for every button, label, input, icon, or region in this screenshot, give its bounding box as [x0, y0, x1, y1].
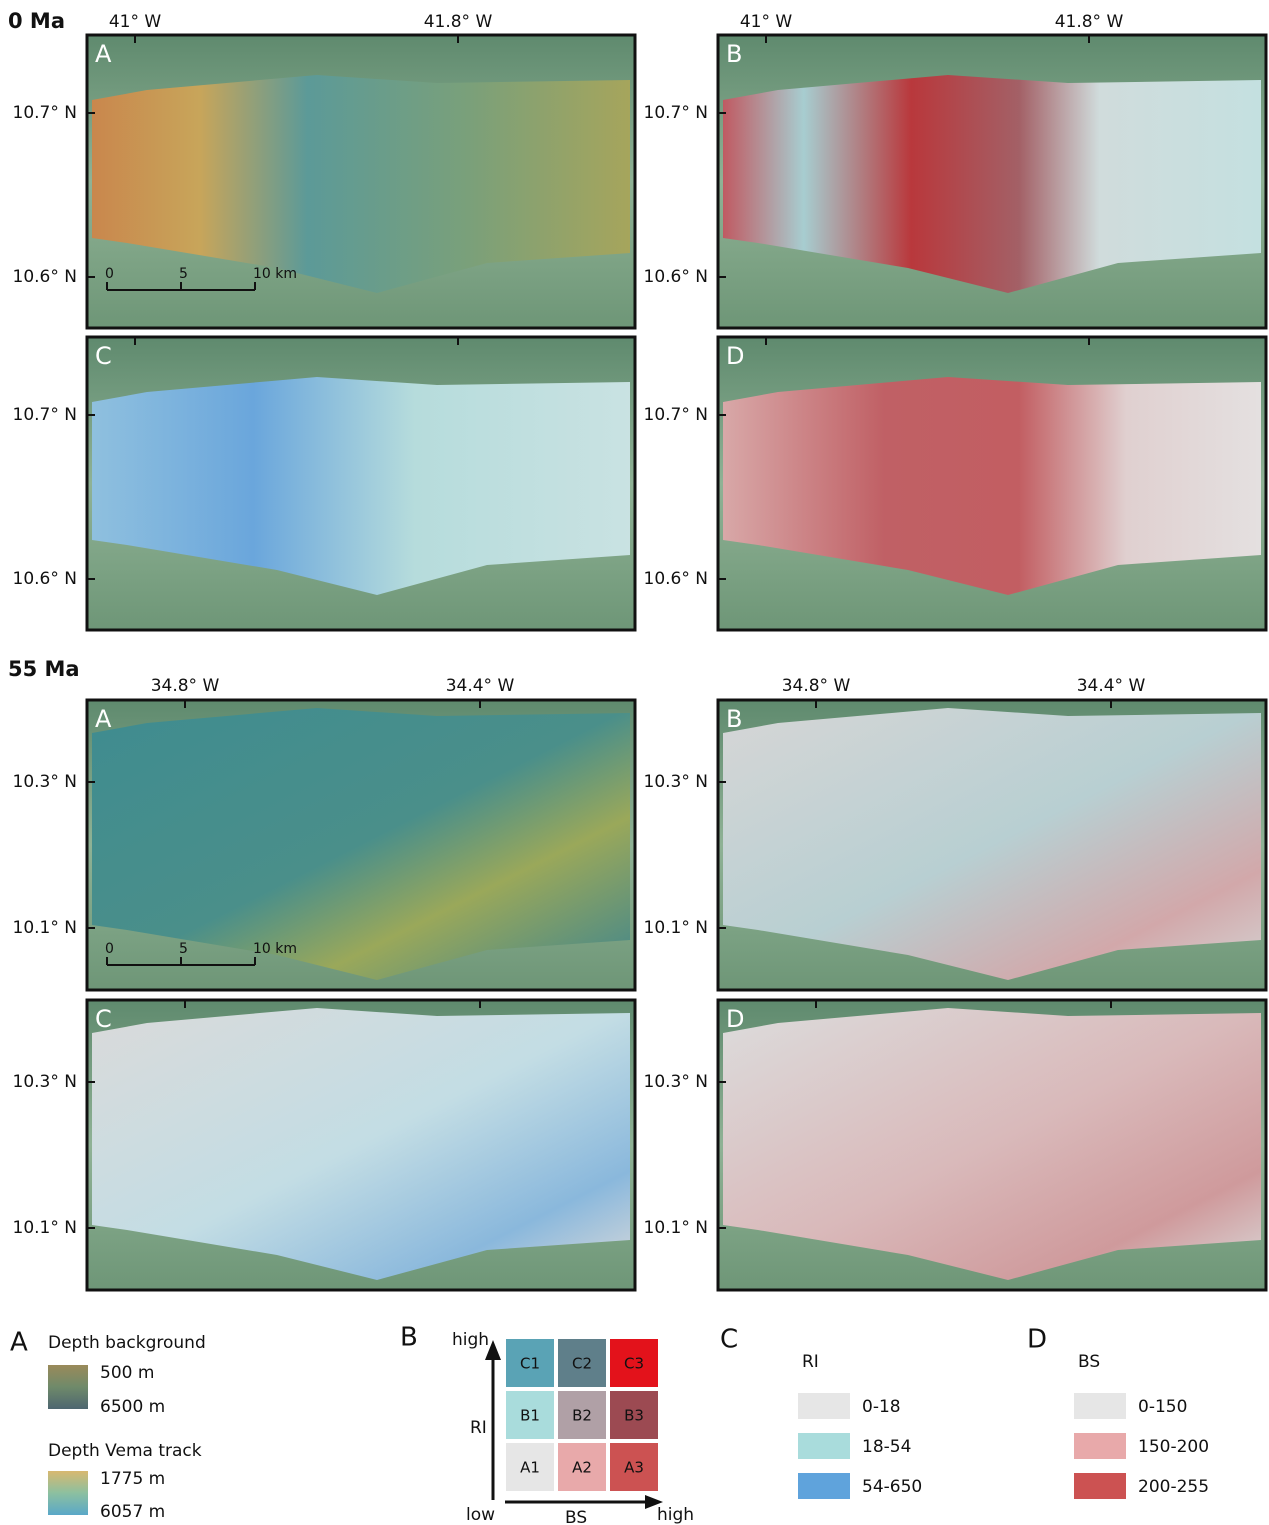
lat-label: 10.6° N	[644, 267, 708, 287]
scale-label: 0	[105, 266, 114, 282]
axis-label: high	[657, 1505, 694, 1525]
legend-ramp	[48, 1365, 88, 1409]
lat-label: 10.3° N	[644, 1072, 708, 1092]
legend-cell-label: B2	[572, 1407, 592, 1425]
scale-label: 5	[179, 941, 188, 957]
panel-letter: A	[95, 705, 112, 733]
lat-label: 10.3° N	[13, 1072, 77, 1092]
legend-cell-label: A2	[572, 1459, 592, 1477]
legend-title: Depth background	[48, 1333, 206, 1353]
legend-label: 18-54	[862, 1437, 911, 1457]
lon-label: 41° W	[740, 12, 793, 32]
lat-label: 10.1° N	[644, 1218, 708, 1238]
legend-cell-label: A1	[520, 1459, 540, 1477]
panel-letter: D	[726, 1005, 744, 1033]
axis-label: high	[452, 1330, 489, 1350]
lat-label: 10.1° N	[13, 1218, 77, 1238]
legend-title: Depth Vema track	[48, 1441, 202, 1461]
legend-label: 150-200	[1138, 1437, 1209, 1457]
legend-label: 0-18	[862, 1397, 901, 1417]
panel-letter: C	[95, 342, 112, 370]
legend-cell-label: C3	[624, 1355, 644, 1373]
lat-label: 10.7° N	[13, 103, 77, 123]
lat-label: 10.3° N	[13, 772, 77, 792]
section-title: 55 Ma	[8, 657, 80, 681]
panel-letter: C	[95, 1005, 112, 1033]
lat-label: 10.6° N	[644, 569, 708, 589]
lat-label: 10.1° N	[644, 918, 708, 938]
legend-cell-label: C2	[572, 1355, 592, 1373]
legend-label: 6500 m	[100, 1397, 165, 1417]
legend-letter: D	[1027, 1325, 1047, 1355]
panel-letter: D	[726, 342, 744, 370]
legend-swatch	[1074, 1473, 1126, 1499]
axis-label: RI	[470, 1418, 487, 1438]
legend-letter: A	[10, 1328, 28, 1358]
lat-label: 10.7° N	[13, 405, 77, 425]
legend-ramp	[48, 1471, 88, 1515]
axis-label: low	[466, 1505, 495, 1525]
scale-label: 10 km	[253, 941, 297, 957]
figure: 0 MaA10.7° N10.6° N41° W41.8° W0510 kmB1…	[0, 0, 1269, 1525]
legend-swatch	[1074, 1393, 1126, 1419]
legend-label: 500 m	[100, 1363, 154, 1383]
axis-label: BS	[565, 1508, 587, 1525]
legend-label: 1775 m	[100, 1469, 165, 1489]
legend-title: BS	[1078, 1352, 1100, 1372]
lat-label: 10.7° N	[644, 103, 708, 123]
page: {"sections": [ {"title": "0 Ma", "lon_la…	[0, 0, 1269, 1525]
lon-label: 41.8° W	[424, 12, 493, 32]
panel-letter: B	[726, 705, 742, 733]
legend-letter: C	[720, 1325, 738, 1355]
section-title: 0 Ma	[8, 9, 65, 33]
legend-label: 6057 m	[100, 1502, 165, 1522]
scale-label: 10 km	[253, 266, 297, 282]
lat-label: 10.1° N	[13, 918, 77, 938]
legend-cell-label: B1	[520, 1407, 540, 1425]
panel-letter: B	[726, 40, 742, 68]
legend-label: 54-650	[862, 1477, 922, 1497]
legend-letter: B	[400, 1323, 418, 1353]
lon-label: 41.8° W	[1055, 12, 1124, 32]
lon-label: 34.8° W	[151, 676, 220, 696]
legend-cell-label: C1	[520, 1355, 540, 1373]
legend-cell-label: A3	[624, 1459, 644, 1477]
lon-label: 34.8° W	[782, 676, 851, 696]
legend-label: 200-255	[1138, 1477, 1209, 1497]
legend-swatch	[798, 1433, 850, 1459]
lon-label: 41° W	[109, 12, 162, 32]
legend-title: RI	[802, 1352, 819, 1372]
lon-label: 34.4° W	[446, 676, 515, 696]
legend-label: 0-150	[1138, 1397, 1187, 1417]
lat-label: 10.6° N	[13, 267, 77, 287]
scale-label: 0	[105, 941, 114, 957]
lon-label: 34.4° W	[1077, 676, 1146, 696]
scale-label: 5	[179, 266, 188, 282]
legend-cell-label: B3	[624, 1407, 644, 1425]
legend-swatch	[1074, 1433, 1126, 1459]
legend-swatch	[798, 1393, 850, 1419]
legend-swatch	[798, 1473, 850, 1499]
lat-label: 10.3° N	[644, 772, 708, 792]
lat-label: 10.6° N	[13, 569, 77, 589]
panel-letter: A	[95, 40, 112, 68]
lat-label: 10.7° N	[644, 405, 708, 425]
